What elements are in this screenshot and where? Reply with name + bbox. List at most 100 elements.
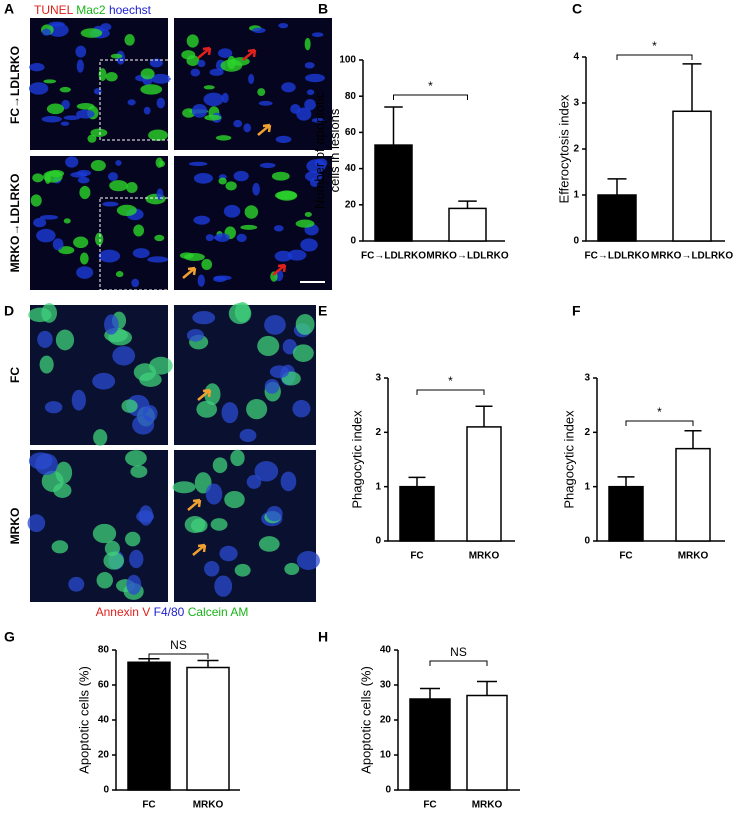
tissue: [133, 224, 145, 237]
tissue: [273, 225, 284, 232]
tissue: [156, 188, 164, 201]
panel-letter: B: [318, 1, 328, 17]
tissue: [215, 135, 232, 141]
x-tick-label: MRKO: [193, 800, 224, 811]
row-label: MRKO→LDLRKO: [8, 174, 22, 273]
tissue: [102, 201, 119, 207]
arrow: [272, 263, 287, 276]
x-tick-label: FC: [619, 551, 632, 562]
panel-letter: H: [318, 629, 328, 645]
x-tick-label: MRKO→LDLRKO: [651, 251, 733, 262]
x-tick-label: FC: [410, 551, 423, 562]
tissue: [218, 177, 227, 185]
tissue: [259, 162, 276, 169]
y-tick-label: 0: [573, 236, 579, 247]
stain-legend: TUNEL Mac2 hoechst: [34, 3, 152, 17]
zoom-box: [99, 59, 171, 141]
cell: [254, 460, 279, 482]
cell: [186, 329, 204, 342]
cell: [212, 457, 228, 474]
cell: [126, 574, 142, 595]
tissue: [278, 23, 289, 29]
x-tick-label: MRKO: [678, 551, 709, 562]
cell: [51, 540, 69, 554]
cell: [257, 335, 280, 356]
cell: [125, 531, 141, 547]
tissue: [193, 215, 210, 225]
arrow: [192, 543, 207, 556]
tissue: [75, 45, 87, 58]
y-tick-label: 3: [584, 373, 590, 384]
cell: [221, 402, 239, 424]
tissue: [80, 28, 103, 38]
cell: [35, 453, 58, 476]
tissue: [190, 68, 201, 77]
bar: [466, 694, 508, 791]
tissue: [274, 190, 297, 200]
tissue: [76, 59, 84, 73]
cell: [55, 461, 73, 484]
y-tick-label: 1: [584, 481, 590, 492]
error-bar: [420, 687, 440, 699]
tissue: [156, 97, 166, 109]
cell: [130, 465, 148, 478]
tissue: [271, 171, 290, 181]
tissue: [124, 33, 135, 46]
arrow: [182, 266, 197, 279]
cell: [219, 545, 238, 562]
significance-label: *: [652, 39, 657, 53]
y-tick-label: 0: [103, 785, 109, 796]
tissue: [93, 88, 102, 95]
cell: [142, 405, 158, 422]
cell: [184, 516, 206, 534]
bar: [672, 110, 712, 242]
arrow: [187, 498, 202, 511]
y-tick-label: 0: [375, 536, 381, 547]
tissue: [186, 34, 199, 48]
tissue: [314, 158, 328, 168]
significance-label: NS: [450, 645, 467, 659]
tissue: [90, 128, 108, 138]
tissue: [79, 185, 91, 200]
arrow: [257, 123, 272, 136]
tissue: [204, 114, 222, 121]
tissue: [48, 21, 65, 27]
tissue: [140, 84, 163, 95]
cell: [284, 562, 300, 576]
tissue: [197, 274, 205, 287]
error-bar: [477, 680, 497, 696]
tissue: [63, 218, 71, 224]
cell: [104, 540, 120, 557]
y-tick-label: 0: [385, 785, 391, 796]
cell: [172, 481, 196, 494]
tissue: [188, 161, 208, 166]
error-bar: [684, 429, 702, 449]
cell: [39, 355, 54, 374]
cell: [196, 400, 218, 418]
y-tick-label: 3: [375, 373, 381, 384]
cell: [92, 372, 116, 390]
y-tick-label: 1: [573, 190, 579, 201]
y-axis-label: Phagocytic index: [349, 410, 364, 509]
tissue: [257, 88, 266, 97]
tissue: [60, 121, 70, 126]
tissue: [274, 250, 293, 262]
tissue: [300, 238, 318, 252]
tissue: [132, 248, 150, 259]
panel-letter: E: [318, 303, 327, 319]
cell: [139, 372, 162, 387]
tissue: [252, 27, 266, 34]
bar: [409, 698, 451, 791]
tissue: [258, 100, 273, 106]
tissue: [46, 103, 65, 115]
y-axis-label: Apoptotic cells (%): [358, 666, 373, 774]
cell: [53, 482, 72, 498]
tissue: [98, 68, 107, 82]
tissue: [155, 157, 164, 168]
y-tick-label: 40: [98, 715, 110, 726]
bar: [466, 426, 502, 542]
tissue: [58, 246, 75, 255]
tissue: [223, 204, 241, 218]
cell: [210, 518, 228, 531]
